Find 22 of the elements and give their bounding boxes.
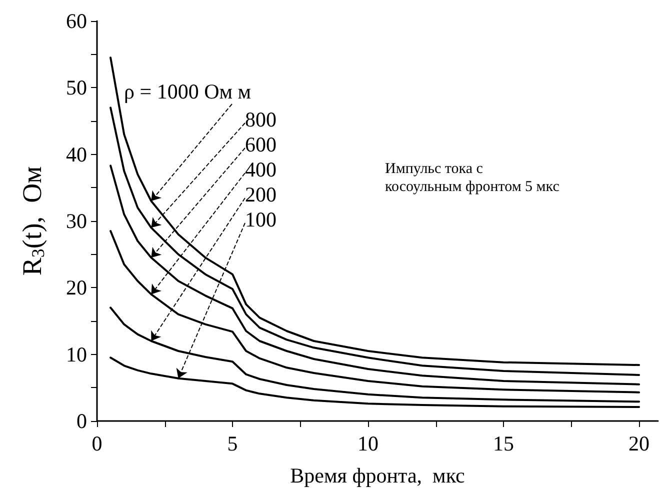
series-label: ρ = 1000 Ом м [124, 80, 252, 104]
x-tick-label: 0 [92, 432, 102, 456]
y-tick-label: 50 [66, 76, 87, 100]
x-tick-label: 20 [628, 432, 650, 456]
y-tick-label: 20 [66, 276, 87, 300]
text: 800 [245, 108, 276, 132]
text: 600 [245, 132, 276, 156]
y-tick-label: 60 [66, 9, 87, 33]
x-axis-title: Время фронта, мкс [290, 464, 465, 488]
y-tick-label: 10 [66, 342, 87, 366]
y-tick-label: 0 [76, 409, 87, 433]
y-tick-label: 30 [66, 209, 87, 233]
text: 200 [245, 182, 276, 206]
line-series [110, 106, 640, 376]
text: 400 [245, 158, 276, 182]
annotation: Импульс тока с косоульным фронтом 5 мкс [385, 161, 560, 195]
y-tick-label: 40 [66, 142, 87, 166]
x-tick-label: 5 [227, 432, 238, 456]
y-axis-title: R3(t), Ом [17, 166, 48, 276]
text: 100 [245, 208, 276, 232]
x-tick-label: 15 [493, 432, 514, 456]
x-tick-label: 10 [358, 432, 379, 456]
